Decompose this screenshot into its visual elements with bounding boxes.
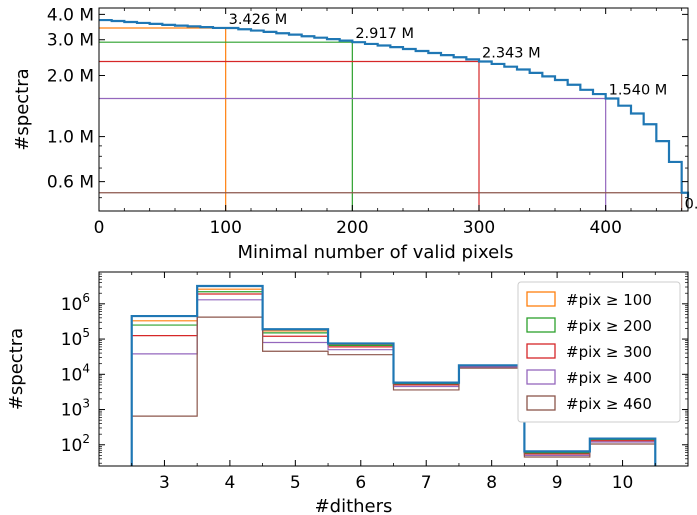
- y-tick-label-2: 2.0 M: [47, 66, 94, 86]
- threshold-label-3: 1.540 M: [609, 83, 668, 99]
- y-tick-label-4: 4.0 M: [47, 5, 94, 25]
- cumulative-step-line: [99, 18, 690, 198]
- x-tick-label-1: 100: [209, 218, 241, 238]
- x-tick-label-3: 6: [355, 473, 366, 493]
- y-tick-exponent: 6: [82, 291, 90, 305]
- threshold-label-0: 3.426 M: [229, 12, 288, 28]
- histogram-series-0: [130, 284, 657, 466]
- y-tick-base: 10: [61, 295, 83, 315]
- legend-label-3: #pix ≥ 400: [566, 369, 652, 387]
- x-tick-label-1: 4: [224, 473, 235, 493]
- x-tick-label-4: 7: [421, 473, 432, 493]
- plot-frame: [98, 7, 689, 212]
- x-axis-label: Minimal number of valid pixels: [237, 242, 513, 263]
- x-tick-label-4: 400: [589, 218, 621, 238]
- y-tick-exponent: 5: [82, 326, 90, 340]
- top-panel: 3.426 M 2.917 M 2.343 M 1.540 M 0.529 M 0 100 2…: [12, 5, 697, 263]
- x-tick-label-2: 200: [336, 218, 368, 238]
- x-tick-label-7: 10: [612, 473, 634, 493]
- y-tick-label-0: 0.6 M: [47, 173, 94, 193]
- y-tick-base: 10: [61, 330, 83, 350]
- y-tick-exponent: 3: [82, 397, 90, 411]
- threshold-label-2: 2.343 M: [482, 46, 541, 62]
- y-tick-label-3: 3.0 M: [47, 31, 94, 51]
- legend-label-4: #pix ≥ 460: [566, 395, 652, 413]
- x-axis-label: #dithers: [315, 496, 393, 515]
- y-axis-label: #spectra: [6, 328, 27, 410]
- y-tick-label-1: 103: [61, 397, 90, 421]
- legend-swatch-3: [526, 369, 556, 385]
- y-axis-label: #spectra: [12, 68, 33, 150]
- y-tick-base: 10: [61, 401, 83, 421]
- threshold-label-4: 0.529 M: [685, 197, 697, 213]
- y-tick-base: 10: [61, 365, 83, 385]
- x-tick-label-3: 300: [463, 218, 495, 238]
- y-tick-label-3: 105: [61, 326, 90, 350]
- y-tick-label-0: 102: [61, 432, 90, 456]
- x-tick-label-0: 0: [94, 218, 105, 238]
- y-tick-label-2: 104: [61, 361, 90, 385]
- legend-label-1: #pix ≥ 200: [566, 317, 652, 335]
- legend-box: [517, 281, 681, 423]
- legend-swatch-4: [526, 395, 556, 411]
- legend-swatch-2: [526, 343, 556, 359]
- threshold-label-1: 2.917 M: [355, 26, 414, 42]
- x-tick-label-0: 3: [159, 473, 170, 493]
- legend-label-0: #pix ≥ 100: [566, 291, 652, 309]
- y-tick-exponent: 4: [82, 361, 90, 375]
- x-tick-label-2: 5: [290, 473, 301, 493]
- legend-swatch-1: [526, 317, 556, 333]
- x-tick-label-6: 9: [552, 473, 563, 493]
- y-tick-label-4: 106: [61, 291, 90, 315]
- legend-swatch-0: [526, 291, 556, 307]
- y-tick-label-1: 1.0 M: [47, 128, 94, 148]
- y-tick-base: 10: [61, 436, 83, 456]
- x-tick-label-5: 8: [486, 473, 497, 493]
- legend-label-2: #pix ≥ 300: [566, 343, 652, 361]
- y-tick-exponent: 2: [82, 432, 90, 446]
